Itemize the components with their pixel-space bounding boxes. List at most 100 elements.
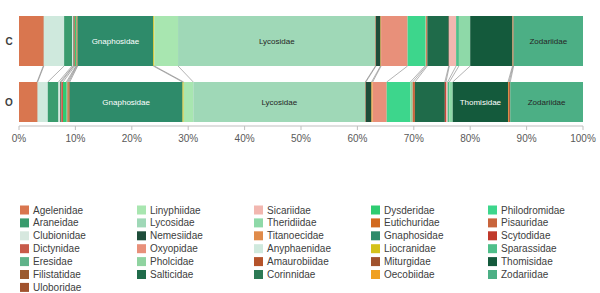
legend-swatch (488, 257, 497, 266)
bar-segment (514, 16, 583, 66)
legend-label: Corinnidae (267, 269, 316, 280)
bar-segment (426, 16, 427, 66)
bar-segment (44, 16, 64, 66)
bar-segment (381, 16, 408, 66)
legend-label: Dysderidae (384, 205, 435, 216)
legend-label: Agelenidae (33, 205, 83, 216)
bar-segment (448, 82, 450, 122)
bar-segment (184, 82, 194, 122)
bar-segment (373, 82, 387, 122)
legend-label: Gnaphosidae (384, 230, 444, 241)
bar-segment (415, 82, 445, 122)
legend-swatch (488, 206, 497, 215)
x-tick (526, 126, 527, 130)
legend-swatch (254, 218, 263, 227)
connector (153, 66, 182, 82)
bar-segment (193, 82, 365, 122)
legend-swatch (137, 218, 146, 227)
bar-segment (19, 82, 37, 122)
connector (37, 66, 43, 82)
legend-label: Clubionidae (33, 230, 86, 241)
segment-label: Gnaphosidae (102, 98, 150, 107)
segment-label: Zodariidae (529, 37, 567, 46)
connector (387, 66, 408, 82)
legend-swatch (254, 244, 263, 253)
legend-swatch (137, 257, 146, 266)
legend-swatch (137, 231, 146, 240)
legend-swatch (371, 218, 380, 227)
connector (178, 66, 193, 82)
connector (366, 66, 376, 82)
legend-swatch (137, 244, 146, 253)
legend-swatch (20, 283, 29, 292)
legend-label: Eresidae (33, 256, 73, 267)
bar-segment (153, 16, 154, 66)
x-tick-label: 100% (570, 133, 596, 144)
bars (19, 16, 583, 122)
legend-label: Titanoecidae (267, 230, 324, 241)
bar-segment (413, 82, 415, 122)
bar-segment (366, 82, 372, 122)
connector (69, 66, 77, 82)
bar-segment (183, 82, 184, 122)
bar-segment (38, 82, 48, 122)
bar-segment (66, 82, 67, 122)
legend-swatch (371, 206, 380, 215)
bar-segment (75, 16, 76, 66)
connector (510, 66, 513, 82)
bar-segment (58, 82, 60, 122)
legend-label: Liocranidae (384, 243, 436, 254)
x-tick-label: 0% (12, 133, 27, 144)
legend-label: Amaurobiidae (267, 256, 329, 267)
segment-label: Lycosidae (259, 37, 295, 46)
bar-segment (70, 82, 183, 122)
x-tick-label: 50% (291, 133, 311, 144)
legend-swatch (137, 206, 146, 215)
legend-label: Theridiidae (267, 217, 317, 228)
legend-label: Pisauridae (501, 217, 549, 228)
bar-segment (510, 82, 583, 122)
segment-label: Thomisidae (460, 98, 502, 107)
bar-segment (372, 82, 373, 122)
legend-swatch (20, 244, 29, 253)
chart: 0%10%20%30%40%50%60%70%80%90%100%COGnaph… (0, 0, 600, 293)
connector (449, 66, 459, 82)
segment-label: Gnaphosidae (92, 37, 140, 46)
bar-segment (427, 16, 448, 66)
segment-label: Lycosidae (261, 98, 297, 107)
x-tick (301, 126, 302, 130)
x-tick (131, 126, 132, 130)
connectors (37, 66, 514, 82)
bar-segment (470, 16, 512, 66)
bar-segment (78, 16, 154, 66)
x-tick-label: 20% (122, 133, 142, 144)
legend: AgelenidaeLinyphiidaeSicariidaeDysderida… (20, 205, 565, 293)
legend-swatch (20, 270, 29, 279)
x-tick-label: 30% (178, 133, 198, 144)
connector (410, 66, 425, 82)
legend-swatch (254, 206, 263, 215)
bar-segment (74, 16, 75, 66)
legend-swatch (371, 244, 380, 253)
x-tick (75, 126, 76, 130)
bar-segment (19, 16, 43, 66)
connector (413, 66, 427, 82)
legend-label: Araneidae (33, 217, 79, 228)
x-tick-label: 10% (65, 133, 85, 144)
x-tick-label: 70% (404, 133, 424, 144)
legend-swatch (20, 218, 29, 227)
x-tick (244, 126, 245, 130)
connector (70, 66, 78, 82)
connector (154, 66, 183, 82)
x-tick-label: 80% (460, 133, 480, 144)
connector (372, 66, 381, 82)
connector (445, 66, 449, 82)
x-tick-label: 90% (517, 133, 537, 144)
legend-label: Salticidae (150, 269, 194, 280)
bar-segment (453, 82, 508, 122)
connector (38, 66, 44, 82)
bar-segment (456, 16, 459, 66)
legend-swatch (488, 218, 497, 227)
segment-labels: Gnaphosidae Lycosidae Zodariidae Gnaphosida… (92, 37, 568, 107)
connector (48, 66, 64, 82)
